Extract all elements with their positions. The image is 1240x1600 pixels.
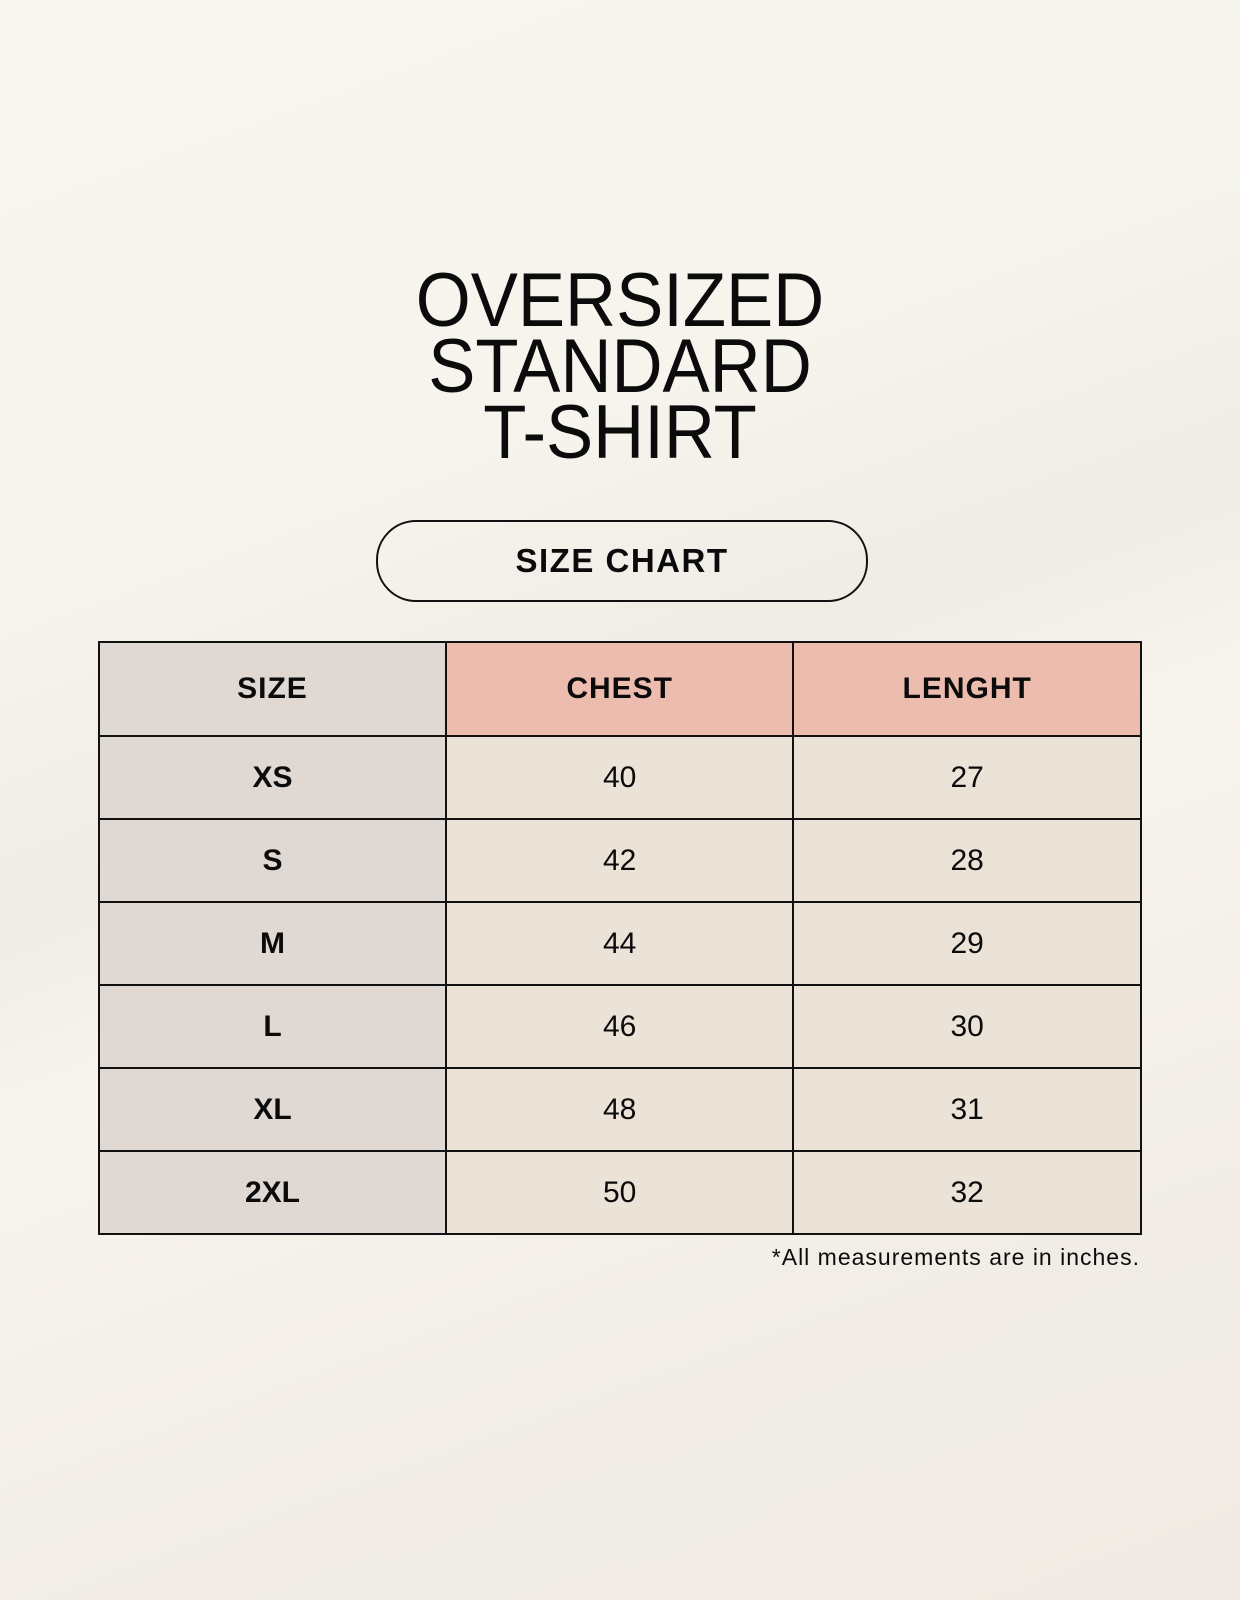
size-cell: L: [98, 984, 447, 1069]
chest-cell: 46: [444, 984, 795, 1069]
length-cell: 31: [792, 1067, 1142, 1152]
length-cell: 29: [792, 901, 1142, 986]
table-row: M 44 29: [98, 901, 1142, 986]
size-cell: XS: [98, 735, 447, 820]
table-row: L 46 30: [98, 984, 1142, 1069]
header-length: LENGHT: [792, 641, 1142, 737]
chest-cell: 42: [444, 818, 795, 903]
header-size: SIZE: [98, 641, 447, 737]
length-cell: 27: [792, 735, 1142, 820]
chest-cell: 40: [444, 735, 795, 820]
footnote: *All measurements are in inches.: [771, 1244, 1140, 1270]
table-row: S 42 28: [98, 818, 1142, 903]
table-row: XL 48 31: [98, 1067, 1142, 1152]
size-cell: M: [98, 901, 447, 986]
table-header-row: SIZE CHEST LENGHT: [98, 641, 1142, 737]
page-title: OVERSIZED STANDARD T-SHIRT: [43, 258, 1196, 475]
size-chart-badge: SIZE CHART: [376, 520, 868, 602]
size-cell: XL: [98, 1067, 447, 1152]
size-table: SIZE CHEST LENGHT XS 40 27 S 42 28 M 44 29 L 46 30 X…: [98, 641, 1142, 1235]
length-cell: 30: [792, 984, 1142, 1069]
length-cell: 28: [792, 818, 1142, 903]
size-cell: S: [98, 818, 447, 903]
chest-cell: 48: [444, 1067, 795, 1152]
table-row: XS 40 27: [98, 735, 1142, 820]
length-cell: 32: [792, 1150, 1142, 1235]
title-line: T-SHIRT: [483, 390, 757, 475]
table-row: 2XL 50 32: [98, 1150, 1142, 1235]
title-line: OVERSIZED: [415, 258, 825, 343]
chest-cell: 50: [444, 1150, 795, 1235]
header-chest: CHEST: [444, 641, 795, 737]
title-line: STANDARD: [428, 324, 812, 409]
chest-cell: 44: [444, 901, 795, 986]
size-cell: 2XL: [98, 1150, 447, 1235]
